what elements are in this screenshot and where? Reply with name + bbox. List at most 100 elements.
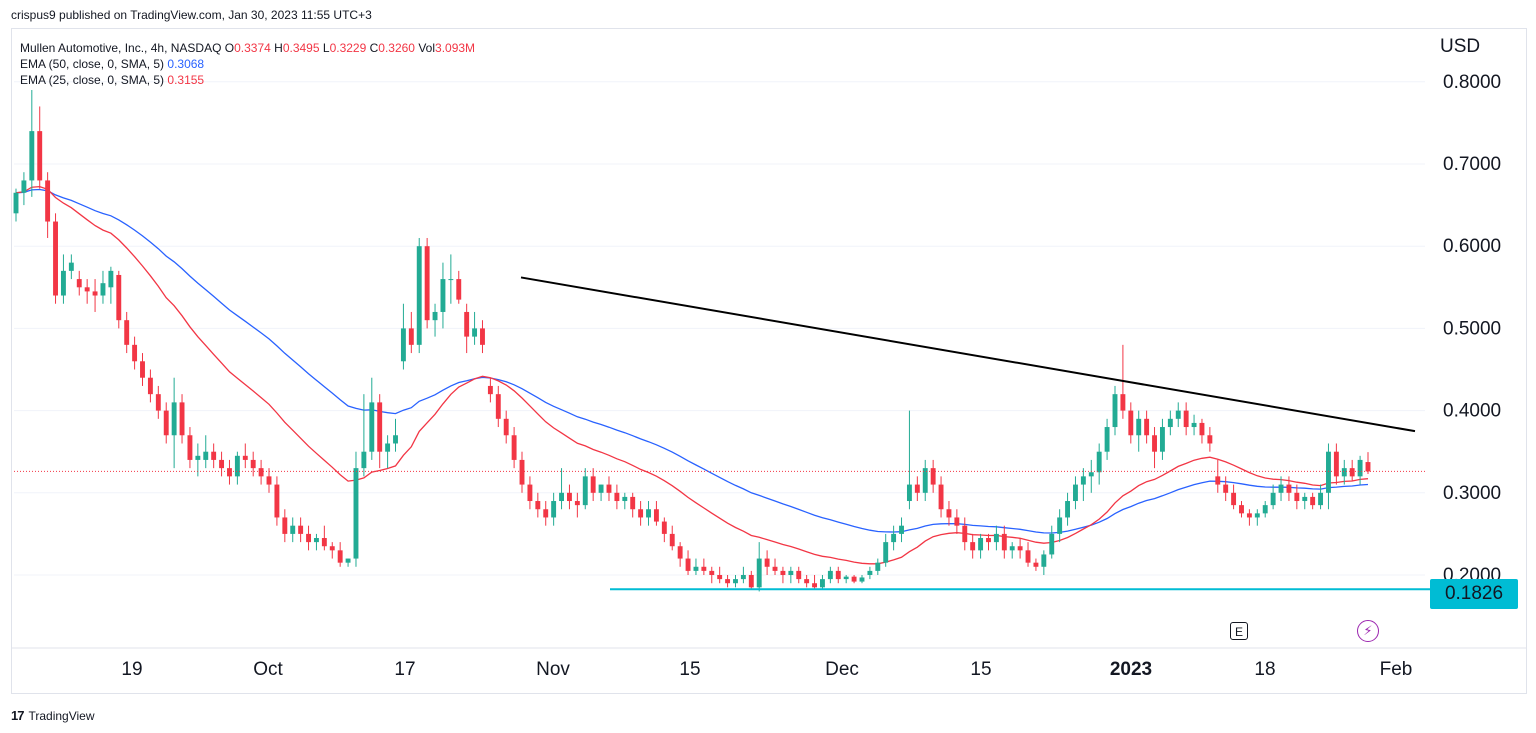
- candle-body: [108, 270, 114, 288]
- candle-body: [740, 575, 746, 580]
- candle-body: [68, 262, 74, 271]
- candle: [1073, 476, 1078, 510]
- candle-body: [653, 509, 659, 522]
- candle: [480, 320, 485, 354]
- candle: [385, 435, 391, 469]
- candle: [606, 476, 612, 502]
- candle-body: [1310, 496, 1316, 506]
- candle: [345, 558, 351, 567]
- support-price-tag[interactable]: 0.1826: [1430, 579, 1518, 609]
- candle: [337, 542, 343, 567]
- lightning-icon[interactable]: ⚡: [1357, 620, 1379, 642]
- candle: [543, 501, 549, 526]
- candle-body: [1278, 484, 1284, 493]
- candle-body: [1207, 435, 1213, 444]
- ema50-value: 0.3068: [167, 57, 205, 71]
- candle-body: [1254, 513, 1260, 518]
- candle-body: [1294, 492, 1300, 502]
- candle-body: [511, 435, 517, 460]
- candle-body: [179, 402, 185, 436]
- candle-body: [1009, 546, 1015, 551]
- candle-body: [1096, 451, 1102, 473]
- candle: [661, 517, 667, 543]
- candle: [195, 443, 201, 477]
- candles: [13, 90, 1371, 592]
- candle-body: [1057, 517, 1063, 534]
- candle: [1096, 443, 1102, 485]
- candle-body: [385, 443, 391, 452]
- candle-body: [614, 492, 620, 502]
- candle: [1017, 538, 1023, 559]
- candle-body: [756, 558, 762, 588]
- x-tick-label: 2023: [1110, 659, 1152, 680]
- candle-body: [440, 279, 446, 312]
- candle-body: [306, 533, 311, 543]
- candle-body: [1144, 418, 1150, 436]
- candle: [756, 542, 762, 592]
- candle: [899, 517, 904, 543]
- candle: [472, 311, 478, 345]
- candle: [353, 451, 359, 567]
- candle-body: [1017, 546, 1023, 551]
- candle-body: [859, 577, 865, 582]
- candle: [329, 542, 335, 559]
- candle: [1223, 476, 1229, 502]
- candle-body: [1223, 484, 1229, 493]
- candle-body: [1049, 533, 1055, 555]
- candle: [37, 106, 43, 189]
- candle: [717, 566, 723, 584]
- candle: [1310, 492, 1316, 510]
- candle-body: [962, 525, 968, 543]
- candle: [1270, 484, 1276, 510]
- candle-body: [835, 570, 841, 580]
- earnings-icon[interactable]: E: [1230, 622, 1248, 640]
- candle: [598, 484, 604, 502]
- candle: [432, 303, 438, 337]
- y-tick-label: 0.8000: [1443, 72, 1501, 93]
- candle-body: [345, 558, 351, 563]
- chart-frame[interactable]: [11, 28, 1527, 694]
- candle: [1262, 501, 1268, 518]
- candle: [1302, 492, 1308, 510]
- open-label: O: [224, 41, 235, 55]
- candle-body: [369, 402, 375, 452]
- tradingview-logo[interactable]: 17 TradingView: [11, 708, 95, 723]
- candle-body: [780, 570, 786, 575]
- candle-body: [1175, 410, 1181, 419]
- grid: [14, 81, 1425, 576]
- currency-label: USD: [1440, 36, 1481, 57]
- candle-body: [1001, 533, 1007, 551]
- candle: [1128, 402, 1134, 444]
- candle-body: [1333, 451, 1339, 477]
- candle-body: [1152, 435, 1157, 452]
- candle-body: [1041, 554, 1047, 567]
- candle-body: [1302, 496, 1308, 502]
- candle: [155, 385, 161, 419]
- candle-body: [1326, 451, 1331, 493]
- volume-value: 3.093M: [435, 41, 476, 55]
- candle: [733, 575, 738, 588]
- candle-body: [843, 576, 849, 580]
- candle: [978, 533, 984, 559]
- x-tick-label: 17: [394, 659, 415, 680]
- candle: [282, 509, 288, 543]
- candle-body: [187, 435, 193, 460]
- candle-body: [1246, 513, 1252, 518]
- candle: [646, 501, 651, 526]
- x-tick-label: 15: [970, 659, 991, 680]
- candle-body: [1365, 462, 1371, 472]
- candle-body: [899, 525, 904, 534]
- candle: [725, 575, 731, 588]
- candle: [772, 558, 778, 575]
- candle-body: [424, 246, 430, 321]
- candle: [962, 517, 968, 551]
- y-tick-label: 0.4000: [1443, 401, 1501, 422]
- candle: [187, 427, 193, 469]
- candle: [559, 468, 564, 510]
- candle-body: [377, 402, 383, 452]
- ema25-series: [15, 185, 1369, 565]
- candle-body: [677, 546, 683, 559]
- candle-body: [1159, 427, 1165, 452]
- candle-body: [163, 410, 169, 436]
